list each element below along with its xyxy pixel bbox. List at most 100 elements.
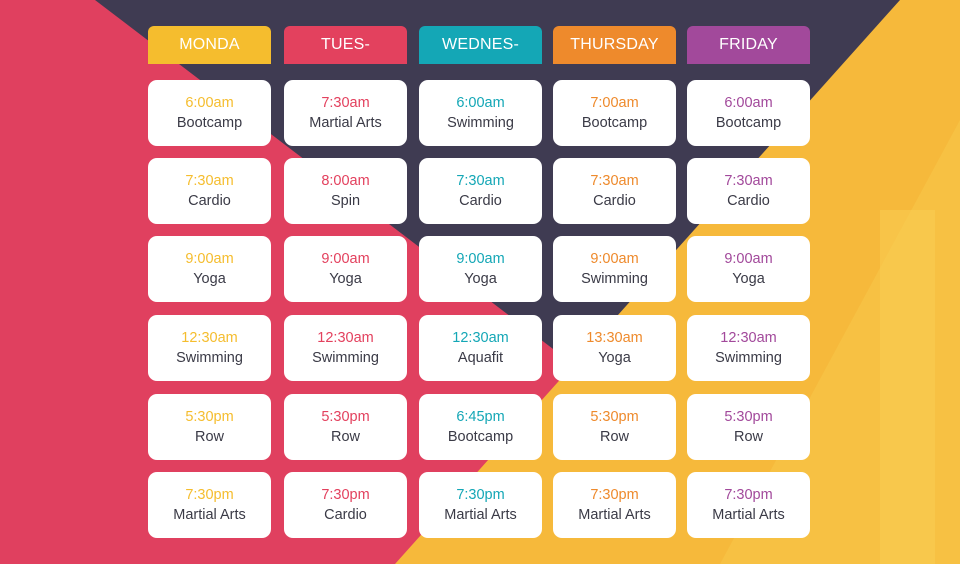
session-class: Martial Arts (578, 507, 651, 523)
session-class: Yoga (598, 350, 631, 366)
session-class: Cardio (593, 193, 636, 209)
session-card: 6:45pm Bootcamp (419, 394, 542, 460)
session-time: 6:00am (185, 95, 234, 111)
session-card: 7:30am Cardio (553, 158, 676, 224)
day-column-monday: MONDA 6:00am Bootcamp 7:30am Cardio 9:00am Yog… (148, 26, 271, 538)
session-time: 12:30am (720, 330, 777, 346)
session-card: 7:30am Martial Arts (284, 80, 407, 146)
session-time: 12:30am (452, 330, 509, 346)
session-time: 9:00am (185, 251, 234, 267)
session-class: Swimming (447, 115, 514, 131)
session-card: 9:00am Yoga (148, 236, 271, 302)
session-time: 7:30pm (185, 487, 234, 503)
session-class: Yoga (329, 271, 362, 287)
session-card: 8:00am Spin (284, 158, 407, 224)
session-card: 7:30pm Martial Arts (419, 472, 542, 538)
session-class: Bootcamp (581, 115, 648, 131)
session-time: 7:00am (590, 95, 639, 111)
session-class: Cardio (188, 193, 231, 209)
session-card: 7:30pm Martial Arts (148, 472, 271, 538)
session-card: 5:30pm Row (553, 394, 676, 460)
day-column-wednesday: WEDNES- 6:00am Swimming 7:30am Cardio 9:00am Y… (419, 26, 542, 538)
session-time: 7:30am (321, 95, 370, 111)
session-time: 7:30am (185, 173, 234, 189)
day-header-thursday: THURSDAY (553, 26, 676, 64)
session-time: 5:30pm (321, 409, 370, 425)
session-class: Aquafit (457, 350, 504, 366)
session-card: 7:30am Cardio (148, 158, 271, 224)
session-class: Cardio (324, 507, 367, 523)
session-time: 7:30pm (456, 487, 505, 503)
session-time: 9:00am (724, 251, 773, 267)
day-header-tuesday: TUES- (284, 26, 407, 64)
day-column-tuesday: TUES- 7:30am Martial Arts 8:00am Spin 9:00am Y… (284, 26, 407, 538)
session-time: 5:30pm (724, 409, 773, 425)
session-time: 12:30am (181, 330, 238, 346)
session-class: Swimming (715, 350, 782, 366)
session-card: 7:30pm Martial Arts (553, 472, 676, 538)
session-card: 13:30am Yoga (553, 315, 676, 381)
session-class: Row (733, 429, 763, 445)
session-class: Yoga (732, 271, 765, 287)
session-time: 9:00am (456, 251, 505, 267)
session-class: Martial Arts (712, 507, 785, 523)
day-header-friday: FRIDAY (687, 26, 810, 64)
session-card: 6:00am Swimming (419, 80, 542, 146)
session-time: 12:30am (317, 330, 374, 346)
session-card: 6:00am Bootcamp (687, 80, 810, 146)
session-card: 6:00am Bootcamp (148, 80, 271, 146)
session-time: 13:30am (586, 330, 643, 346)
session-card: 12:30am Swimming (148, 315, 271, 381)
session-time: 7:30am (456, 173, 505, 189)
session-card: 7:30am Cardio (419, 158, 542, 224)
session-class: Row (330, 429, 360, 445)
session-class: Swimming (581, 271, 648, 287)
session-class: Bootcamp (715, 115, 782, 131)
session-class: Martial Arts (444, 507, 517, 523)
session-card: 7:30am Cardio (687, 158, 810, 224)
session-time: 8:00am (321, 173, 370, 189)
session-class: Bootcamp (447, 429, 514, 445)
session-card: 12:30am Swimming (284, 315, 407, 381)
session-time: 6:00am (724, 95, 773, 111)
session-time: 5:30pm (185, 409, 234, 425)
session-class: Bootcamp (176, 115, 243, 131)
session-card: 7:30pm Martial Arts (687, 472, 810, 538)
session-class: Cardio (727, 193, 770, 209)
session-card: 5:30pm Row (148, 394, 271, 460)
session-time: 9:00am (321, 251, 370, 267)
day-header-wednesday: WEDNES- (419, 26, 542, 64)
session-class: Swimming (312, 350, 379, 366)
session-class: Martial Arts (173, 507, 246, 523)
session-card: 9:00am Yoga (687, 236, 810, 302)
session-time: 6:45pm (456, 409, 505, 425)
session-card: 7:30pm Cardio (284, 472, 407, 538)
session-time: 7:30pm (590, 487, 639, 503)
session-card: 9:00am Yoga (419, 236, 542, 302)
session-card: 12:30am Aquafit (419, 315, 542, 381)
session-card: 7:00am Bootcamp (553, 80, 676, 146)
session-card: 5:30pm Row (687, 394, 810, 460)
session-class: Yoga (464, 271, 497, 287)
session-class: Swimming (176, 350, 243, 366)
session-class: Cardio (459, 193, 502, 209)
session-time: 6:00am (456, 95, 505, 111)
session-card: 9:00am Yoga (284, 236, 407, 302)
session-card: 12:30am Swimming (687, 315, 810, 381)
session-time: 7:30pm (321, 487, 370, 503)
session-time: 7:30am (590, 173, 639, 189)
session-time: 7:30am (724, 173, 773, 189)
session-class: Spin (330, 193, 361, 209)
session-class: Yoga (193, 271, 226, 287)
session-class: Row (599, 429, 629, 445)
session-time: 9:00am (590, 251, 639, 267)
session-card: 5:30pm Row (284, 394, 407, 460)
session-card: 9:00am Swimming (553, 236, 676, 302)
session-class: Martial Arts (309, 115, 382, 131)
session-class: Row (194, 429, 224, 445)
day-header-monday: MONDA (148, 26, 271, 64)
day-column-thursday: THURSDAY 7:00am Bootcamp 7:30am Cardio 9:00am… (553, 26, 676, 538)
session-time: 5:30pm (590, 409, 639, 425)
background-yellow-bar (880, 210, 935, 564)
